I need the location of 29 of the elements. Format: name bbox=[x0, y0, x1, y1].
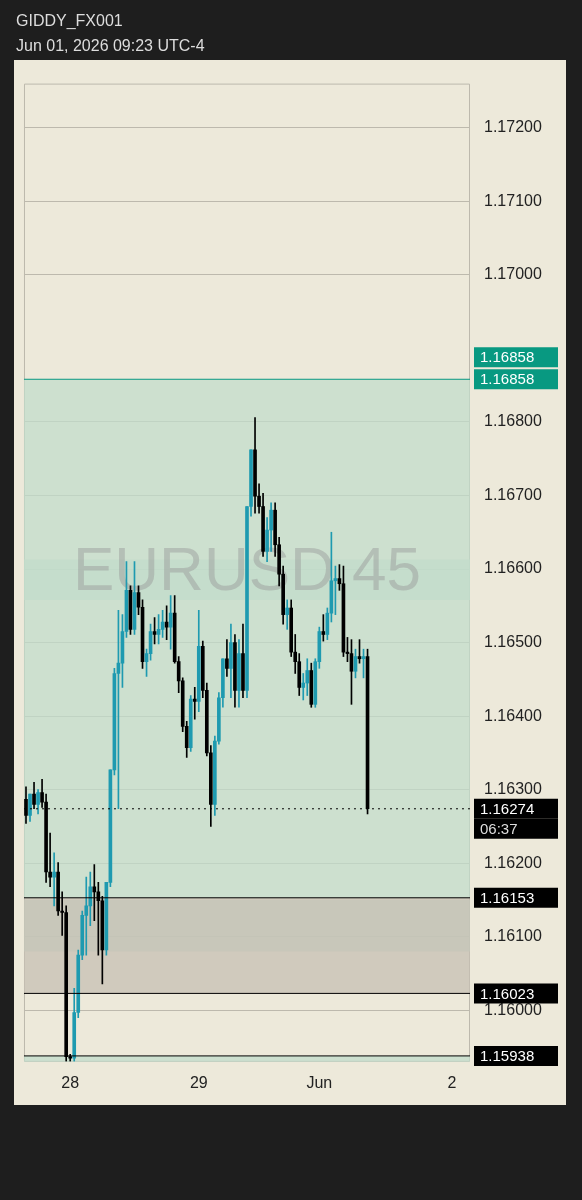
ref-line-label: 1.16274 bbox=[480, 799, 535, 817]
candlestick bbox=[285, 599, 290, 630]
y-tick-label: 1.16200 bbox=[484, 853, 542, 871]
y-tick-label: 1.16600 bbox=[484, 559, 542, 577]
text: GIDDY_FX001 bbox=[16, 11, 124, 31]
candlestick bbox=[52, 852, 56, 907]
y-tick-label: 1.16100 bbox=[484, 927, 542, 945]
ref-line-label: 1.15938 bbox=[480, 1047, 535, 1065]
text: Jun 01, 2026 09:23 UTC-4 bbox=[16, 36, 205, 56]
y-tick-label: 1.16500 bbox=[484, 632, 542, 650]
y-tick-label: 1.16300 bbox=[484, 780, 542, 798]
y-tick-label: 1.16800 bbox=[484, 412, 542, 430]
x-tick-label: 28 bbox=[61, 1073, 80, 1091]
text: 06:37 bbox=[480, 819, 518, 837]
y-tick-label: 1.16400 bbox=[484, 706, 542, 724]
x-tick-label: 2 bbox=[447, 1073, 457, 1091]
y-tick-label: 1.16700 bbox=[484, 485, 542, 503]
ref-line-label: 1.16153 bbox=[480, 888, 535, 906]
band-label: 1.16858 bbox=[480, 348, 535, 366]
candlestick bbox=[192, 687, 197, 720]
y-tick-label: 1.16000 bbox=[484, 1000, 542, 1018]
y-tick-label: 1.17100 bbox=[484, 191, 542, 209]
x-tick-label: Jun bbox=[306, 1073, 333, 1091]
x-tick-label: 29 bbox=[189, 1073, 208, 1091]
y-tick-label: 1.17200 bbox=[484, 118, 542, 136]
candlestick bbox=[84, 876, 89, 956]
y-tick-label: 1.17000 bbox=[484, 265, 542, 283]
ref-line-label: 1.16858 bbox=[480, 370, 535, 388]
ref-line-label: 1.16023 bbox=[480, 984, 535, 1002]
